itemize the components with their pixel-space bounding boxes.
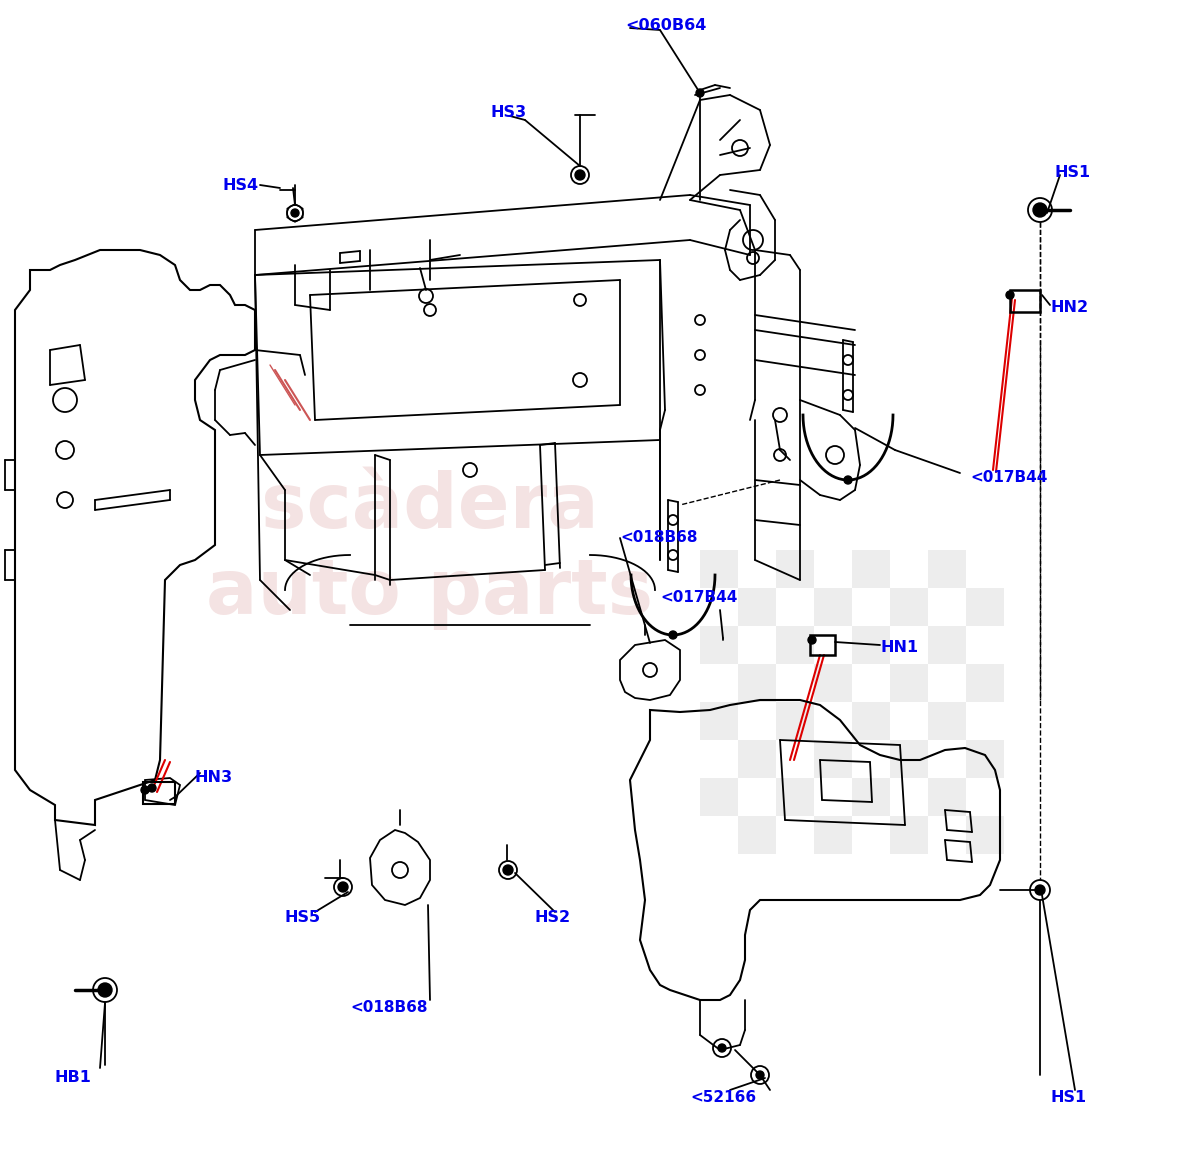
Bar [776, 626, 814, 664]
Circle shape [670, 631, 677, 639]
Circle shape [808, 636, 816, 644]
Text: <060B64: <060B64 [625, 18, 707, 33]
Bar [966, 739, 1004, 779]
Text: HS2: HS2 [535, 910, 571, 925]
Text: HN1: HN1 [880, 641, 918, 656]
Text: <018B68: <018B68 [350, 1000, 427, 1015]
Bar [1010, 290, 1040, 312]
Bar [890, 664, 928, 702]
Text: <017B44: <017B44 [970, 470, 1048, 485]
Bar [852, 779, 890, 816]
Bar [814, 664, 852, 702]
Bar [928, 550, 966, 588]
Bar [776, 702, 814, 739]
Text: HS4: HS4 [222, 178, 258, 193]
Bar [810, 635, 835, 656]
Circle shape [142, 785, 149, 793]
Circle shape [98, 983, 112, 997]
Bar [890, 588, 928, 626]
Bar [700, 702, 738, 739]
Circle shape [696, 89, 704, 97]
Bar [700, 779, 738, 816]
Bar [928, 626, 966, 664]
Bar [928, 779, 966, 816]
Bar [890, 739, 928, 779]
Text: HS1: HS1 [1055, 164, 1091, 181]
Bar [738, 588, 776, 626]
Circle shape [148, 784, 156, 792]
Circle shape [292, 209, 299, 217]
Bar [143, 782, 175, 804]
Circle shape [503, 865, 514, 875]
Text: HS1: HS1 [1050, 1090, 1086, 1105]
Bar [738, 739, 776, 779]
Bar [814, 739, 852, 779]
Text: HN3: HN3 [194, 770, 233, 785]
Bar [738, 664, 776, 702]
Text: HS3: HS3 [490, 105, 526, 120]
Bar [852, 550, 890, 588]
Text: <52166: <52166 [690, 1090, 756, 1105]
Bar [966, 816, 1004, 854]
Circle shape [844, 476, 852, 484]
Circle shape [718, 1044, 726, 1052]
Bar [966, 588, 1004, 626]
Bar [852, 702, 890, 739]
Bar [776, 550, 814, 588]
Circle shape [1033, 204, 1046, 217]
Bar [814, 588, 852, 626]
Circle shape [1034, 886, 1045, 895]
Text: <018B68: <018B68 [620, 530, 697, 545]
Circle shape [338, 882, 348, 892]
Bar [738, 816, 776, 854]
Text: HS5: HS5 [286, 910, 322, 925]
Bar [928, 702, 966, 739]
Text: HN2: HN2 [1050, 300, 1088, 315]
Bar [776, 779, 814, 816]
Bar [966, 664, 1004, 702]
Text: scàdera
auto parts: scàdera auto parts [206, 470, 654, 630]
Bar [852, 626, 890, 664]
Circle shape [575, 170, 586, 181]
Bar [700, 626, 738, 664]
Text: HB1: HB1 [55, 1070, 92, 1084]
Circle shape [756, 1071, 764, 1079]
Bar [700, 550, 738, 588]
Bar [814, 816, 852, 854]
Bar [890, 816, 928, 854]
Text: <017B44: <017B44 [660, 590, 737, 605]
Circle shape [1006, 291, 1014, 299]
